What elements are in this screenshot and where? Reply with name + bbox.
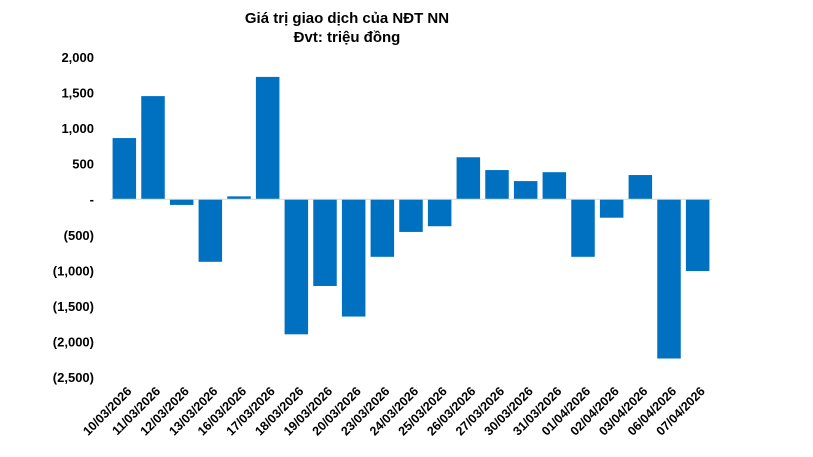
bar-27/03/2026 (485, 170, 509, 200)
bar-03/04/2026 (628, 175, 653, 200)
bar-11/03/2026 (141, 96, 165, 200)
bar-07/04/2026 (685, 199, 710, 272)
y-tick-label: 1,500 (61, 86, 94, 101)
x-axis: 10/03/202611/03/202612/03/202613/03/2026… (80, 384, 708, 438)
y-tick-label: 500 (72, 157, 94, 172)
bar-02/04/2026 (599, 199, 624, 218)
y-tick-label: - (90, 192, 94, 207)
y-tick-label: (500) (64, 228, 94, 243)
bar-19/03/2026 (313, 199, 337, 286)
bar-20/03/2026 (341, 199, 366, 317)
chart-title: Giá trị giao dịch của NĐT NN (245, 10, 449, 27)
bar-06/04/2026 (657, 199, 681, 359)
bar-24/03/2026 (399, 199, 423, 232)
y-tick-label: (2,500) (53, 370, 94, 385)
bar-10/03/2026 (112, 138, 137, 200)
y-tick-label: 1,000 (61, 121, 94, 136)
y-tick-label: (2,000) (53, 334, 94, 349)
bar-23/03/2026 (370, 199, 395, 257)
y-tick-label: (1,000) (53, 263, 94, 278)
bar-12/03/2026 (169, 199, 194, 205)
bars-group (112, 76, 710, 359)
y-tick-label: 2,000 (61, 50, 94, 65)
bar-30/03/2026 (513, 181, 538, 200)
bar-18/03/2026 (284, 199, 309, 335)
bar-26/03/2026 (456, 157, 481, 200)
bar-31/03/2026 (542, 172, 567, 200)
bar-01/04/2026 (571, 199, 595, 257)
y-axis: 2,000 1,500 1,000 500 - (500) (1,000) (1,500) (2… (53, 50, 94, 385)
bar-17/03/2026 (255, 76, 280, 200)
y-tick-label: (1,500) (53, 299, 94, 314)
bar-25/03/2026 (427, 199, 452, 227)
bar-13/03/2026 (198, 199, 223, 262)
bar-16/03/2026 (227, 196, 251, 200)
chart-subtitle: Đvt: triệu đồng (294, 29, 401, 46)
